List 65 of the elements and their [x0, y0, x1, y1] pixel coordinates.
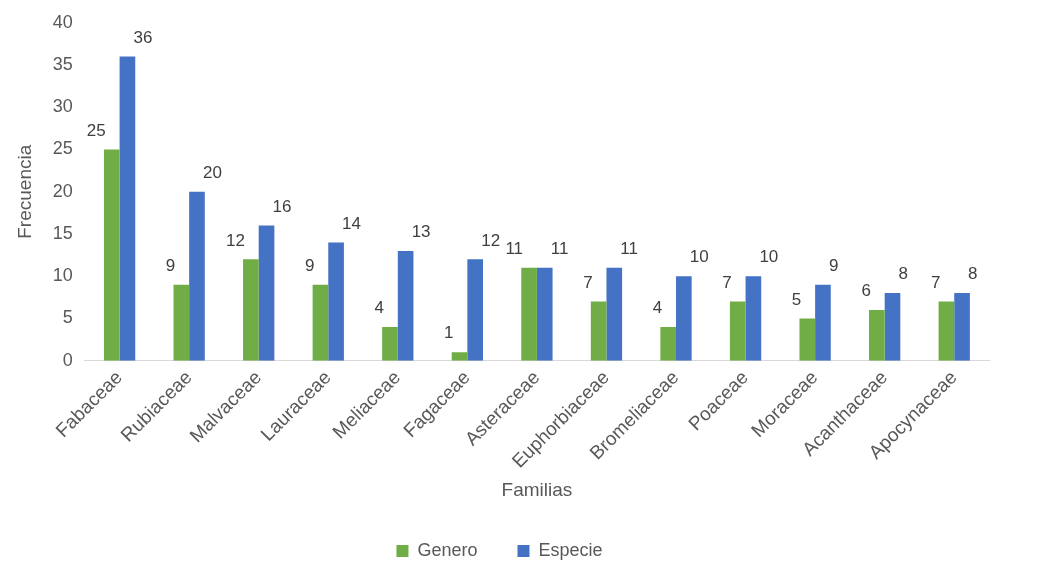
y-tick-label: 30	[52, 96, 73, 117]
data-label: 12	[481, 230, 501, 250]
data-label: 36	[133, 27, 153, 47]
bar	[729, 301, 746, 361]
bar	[189, 191, 205, 361]
data-label: 10	[689, 247, 709, 267]
bar	[173, 284, 190, 361]
data-label: 11	[505, 238, 524, 258]
bar	[745, 276, 762, 361]
data-label: 8	[968, 264, 978, 284]
data-label: 9	[828, 255, 839, 275]
bar	[815, 284, 831, 361]
bar	[869, 310, 885, 361]
y-tick-label: 5	[62, 307, 73, 328]
bar	[328, 242, 344, 361]
bar	[258, 225, 275, 361]
bar	[119, 56, 136, 361]
data-label: 14	[342, 213, 361, 233]
bar	[103, 149, 120, 361]
y-axis-title: Frecuencia	[13, 144, 35, 239]
bar	[451, 352, 468, 361]
data-label: 10	[759, 247, 779, 267]
data-label: 7	[930, 272, 941, 292]
bar	[536, 267, 553, 361]
legend-label: Genero	[417, 539, 478, 560]
data-label: 1	[444, 323, 454, 343]
data-label: 4	[374, 298, 384, 318]
bar	[521, 267, 537, 361]
data-label: 8	[898, 264, 908, 284]
bar	[312, 284, 329, 361]
bar	[467, 259, 484, 361]
y-tick-label: 40	[52, 11, 73, 32]
data-label: 11	[620, 238, 638, 258]
data-label: 5	[791, 289, 802, 309]
bar	[954, 293, 970, 361]
y-tick-label: 25	[52, 138, 73, 159]
data-label: 16	[272, 196, 292, 216]
bar	[382, 326, 398, 361]
data-label: 12	[225, 230, 245, 250]
data-label: 9	[304, 255, 315, 275]
data-label: 4	[652, 298, 663, 318]
bar	[884, 293, 901, 361]
bar	[660, 326, 677, 361]
data-label: 20	[202, 162, 222, 182]
bar	[397, 250, 414, 361]
y-tick-label: 35	[52, 54, 73, 75]
bar	[799, 318, 816, 361]
bar	[606, 267, 623, 361]
data-label: 13	[411, 222, 431, 242]
data-label: 25	[86, 120, 106, 140]
data-label: 7	[722, 272, 732, 292]
y-tick-label: 0	[62, 349, 73, 370]
bar	[938, 301, 955, 361]
data-label: 6	[861, 281, 871, 301]
legend-label: Especie	[538, 539, 603, 560]
x-axis-title: Familias	[501, 478, 573, 500]
data-label: 7	[583, 272, 593, 292]
y-tick-label: 10	[52, 265, 73, 286]
data-label: 11	[550, 238, 569, 258]
bar	[243, 259, 259, 361]
bar	[676, 276, 692, 361]
y-tick-label: 20	[52, 180, 73, 201]
y-tick-label: 15	[52, 222, 73, 243]
data-label: 9	[165, 255, 176, 275]
bar	[590, 301, 607, 361]
